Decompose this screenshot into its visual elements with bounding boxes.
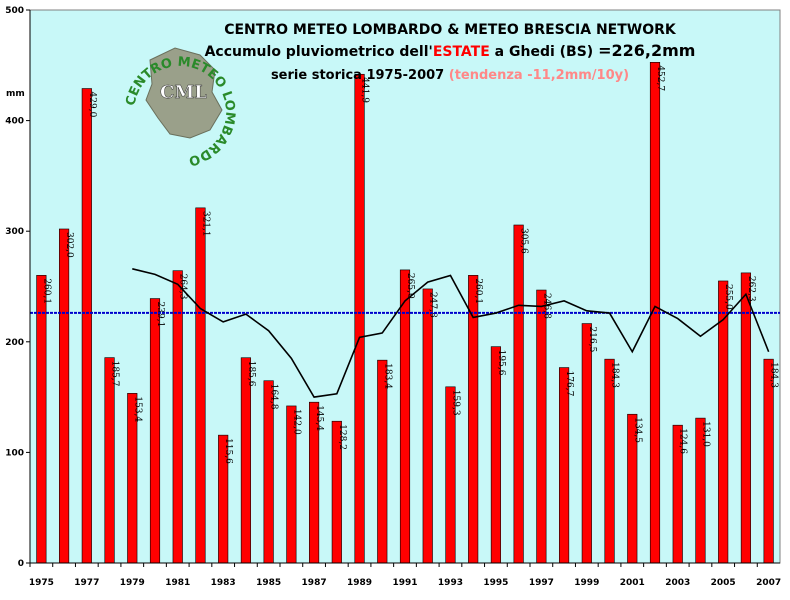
x-tick-label: 1995 [483, 578, 508, 588]
bar-1982 [195, 207, 206, 564]
data-label-2006: 262,3 [746, 276, 756, 302]
x-tick-label: 2003 [665, 578, 690, 588]
data-label-1975: 260,1 [41, 278, 51, 304]
data-label-2003: 124,6 [678, 428, 688, 454]
data-label-1993: 159,3 [450, 390, 460, 416]
data-label-2002: 452,7 [655, 65, 665, 91]
x-tick-label: 1989 [347, 578, 372, 588]
bar-1976 [59, 228, 70, 564]
bar-2000 [604, 358, 615, 564]
y-tick-label: 0 [18, 559, 24, 569]
bar-1996 [513, 224, 524, 564]
x-tick-label: 2005 [711, 578, 736, 588]
bar-1992 [422, 288, 433, 564]
x-tick-label: 2001 [620, 578, 645, 588]
moving-average-line [132, 268, 770, 398]
y-tick-label: 200 [5, 338, 24, 348]
logo-center-text: CML [160, 82, 207, 103]
data-label-1987: 145,4 [314, 405, 324, 431]
x-tick-label: 1991 [392, 578, 417, 588]
bar-1977 [81, 88, 92, 564]
chart-subtitle: Accumulo pluviometrico dell'ESTATE a Ghe… [205, 41, 696, 60]
data-label-1989: 441,9 [360, 77, 370, 103]
bar-1984 [240, 357, 251, 564]
data-label-1999: 216,5 [587, 327, 597, 353]
data-label-2007: 184,3 [769, 362, 779, 388]
data-label-1977: 429,0 [87, 92, 97, 118]
x-tick-label: 1975 [29, 578, 54, 588]
data-label-1990: 183,4 [382, 363, 392, 389]
lombardy-map-shape [145, 47, 223, 139]
data-label-1986: 142,0 [291, 409, 301, 435]
x-tick-label: 1997 [529, 578, 554, 588]
bar-1981 [172, 270, 183, 564]
data-label-1976: 302,0 [64, 232, 74, 258]
bar-1989 [354, 73, 365, 564]
trend-text: (tendenza -11,2mm/10y) [449, 68, 629, 83]
bar-2006 [740, 272, 751, 564]
data-label-1979: 153,4 [132, 396, 142, 422]
data-label-1996: 305,6 [519, 228, 529, 254]
bar-1990 [377, 359, 388, 564]
data-label-1995: 195,6 [496, 350, 506, 376]
bar-1997 [536, 289, 547, 564]
season-highlight: ESTATE [433, 44, 490, 60]
data-label-1982: 321,1 [200, 211, 210, 237]
data-label-1997: 246,8 [541, 293, 551, 319]
y-tick-label: 100 [5, 448, 24, 458]
y-tick-label: 500 [5, 6, 24, 16]
x-tick-label: 1979 [120, 578, 145, 588]
data-label-2004: 131,0 [700, 421, 710, 447]
x-tick-label: 1983 [211, 578, 236, 588]
x-tick-label: 1999 [574, 578, 599, 588]
data-label-1998: 176,7 [564, 371, 574, 397]
data-label-1984: 185,6 [246, 361, 256, 387]
data-label-1981: 264,3 [178, 274, 188, 300]
y-tick-label: 300 [5, 227, 24, 237]
x-tick-label: 1977 [74, 578, 99, 588]
chart-title: CENTRO METEO LOMBARDO & METEO BRESCIA NE… [224, 22, 677, 38]
data-label-1985: 164,8 [269, 384, 279, 410]
bar-1978 [104, 357, 115, 564]
y-tick-label: 400 [5, 117, 24, 127]
data-label-1992: 247,8 [428, 292, 438, 318]
x-tick-label: 2007 [756, 578, 781, 588]
data-label-1988: 128,2 [337, 424, 347, 450]
data-label-1980: 239,1 [155, 302, 165, 328]
data-label-1991: 265,0 [405, 273, 415, 299]
data-label-2001: 134,5 [632, 417, 642, 443]
bar-1991 [399, 269, 411, 564]
x-tick-label: 1981 [165, 578, 190, 588]
data-label-1978: 185,7 [110, 361, 120, 387]
data-label-1994: 260,1 [473, 278, 483, 304]
x-tick-label: 1985 [256, 578, 281, 588]
data-label-2000: 184,3 [610, 362, 620, 388]
bar-1995 [490, 346, 501, 564]
data-label-2005: 255,0 [723, 284, 733, 310]
y-axis-label: mm [6, 89, 25, 99]
mean-value: =226,2mm [598, 41, 695, 60]
bar-1975 [36, 275, 47, 564]
data-label-1983: 115,6 [223, 438, 233, 464]
bar-1980 [149, 298, 161, 564]
series-line: serie storica 1975-2007 (tendenza -11,2m… [271, 68, 629, 83]
bar-1999 [581, 323, 592, 564]
bar-1998 [559, 367, 570, 564]
x-tick-label: 1993 [438, 578, 463, 588]
bar-2007 [763, 358, 774, 564]
bar-2005 [718, 280, 729, 564]
bar-1994 [468, 275, 479, 564]
x-tick-label: 1987 [302, 578, 327, 588]
